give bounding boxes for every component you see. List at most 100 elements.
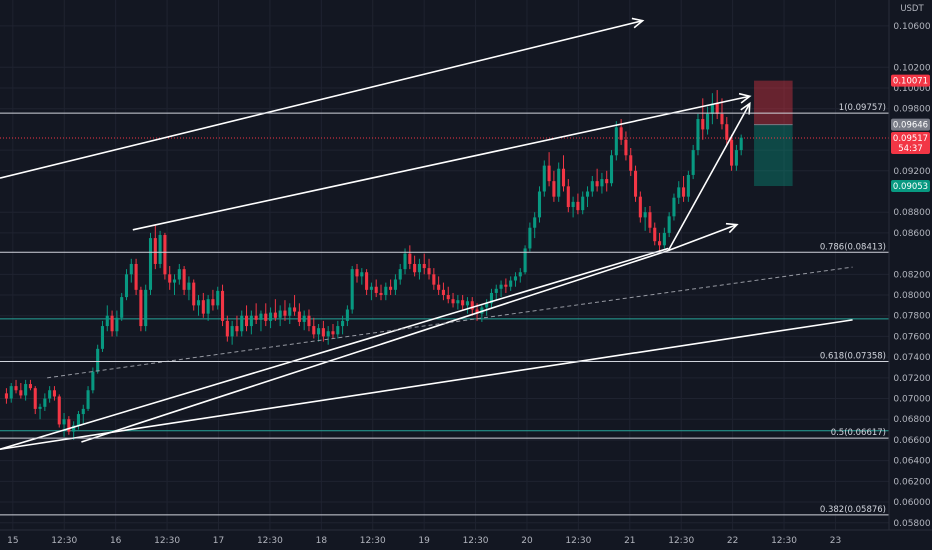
candle-body	[513, 276, 518, 281]
candle-body	[499, 284, 503, 289]
candle-body	[633, 170, 638, 197]
candle-body	[609, 155, 614, 184]
price-tick-label: 0.07800	[893, 312, 930, 322]
price-tick-label: 0.08000	[893, 291, 930, 301]
candle-body	[672, 197, 676, 217]
candle-body	[230, 326, 234, 337]
horizontal-lines	[0, 137, 889, 432]
candle-body	[662, 232, 666, 246]
trend-lines[interactable]	[0, 17, 853, 451]
price-tick-label: 0.06000	[893, 498, 930, 508]
candle-body	[542, 165, 546, 192]
candle-body	[461, 300, 465, 306]
price-tick-label: 0.07400	[893, 353, 930, 363]
candle-body	[91, 371, 95, 391]
candle-body	[686, 174, 690, 197]
candle-body	[350, 269, 354, 310]
candle-body	[725, 124, 729, 140]
time-tick-label: 18	[316, 536, 328, 546]
candle-body	[619, 127, 623, 140]
candle-body	[134, 263, 138, 290]
fib-level-label: 0.5(0.06617)	[831, 428, 886, 438]
time-tick-label: 17	[213, 536, 224, 546]
candle-body	[120, 297, 124, 318]
candle-body	[422, 263, 426, 269]
candle-body	[658, 241, 662, 246]
candle-body	[590, 181, 594, 192]
candle-body	[225, 320, 229, 337]
time-axis[interactable]: 15 12:30 16 12:30 17 12:30 18 12:30 19 12:30 20 12:…	[7, 536, 841, 546]
price-badge-label: 0.09646	[893, 121, 928, 131]
candle-body	[451, 299, 455, 304]
candle-body	[398, 269, 402, 280]
candle-body	[523, 248, 527, 273]
price-tick-label: 0.06200	[893, 477, 930, 487]
candle-body	[441, 289, 445, 296]
candle-body	[369, 286, 373, 290]
candle-body	[336, 326, 340, 335]
candle-body	[345, 309, 349, 321]
candle-body	[81, 408, 85, 415]
candle-body	[456, 300, 460, 304]
candle-body	[485, 303, 489, 308]
candle-body	[19, 390, 23, 396]
candle-body	[240, 315, 244, 332]
candle-body	[730, 139, 734, 166]
price-tick-label: 0.05800	[893, 519, 930, 529]
candle-body	[196, 300, 201, 306]
candle-body	[302, 315, 306, 322]
trend-line	[667, 103, 751, 251]
time-tick-label: 12:30	[463, 536, 489, 546]
candle-body	[249, 315, 253, 327]
candle-body	[384, 286, 388, 296]
candle-body	[465, 301, 469, 306]
candle-body	[504, 284, 508, 287]
candle-body	[643, 212, 647, 218]
candle-body	[43, 398, 47, 407]
currency-label: USDT	[900, 4, 924, 14]
candle-body	[437, 284, 441, 290]
trend-line	[668, 223, 738, 252]
candle-body	[427, 268, 431, 275]
price-tick-label: 0.07000	[893, 395, 930, 405]
price-tick-label: 0.07200	[893, 374, 930, 384]
candle-body	[62, 419, 66, 425]
candle-body	[585, 191, 590, 197]
candle-body	[701, 119, 705, 130]
candle-body	[148, 238, 153, 290]
fib-levels[interactable]: 1(0.09757) 0.786(0.08413) 0.618(0.07358) 0.…	[0, 103, 889, 516]
time-tick-label: 12:30	[257, 536, 283, 546]
trend-arrow-head	[738, 92, 752, 104]
candle-body	[682, 187, 686, 197]
position-tool[interactable]	[754, 80, 793, 187]
candle-body	[677, 187, 681, 198]
candle-body	[393, 279, 397, 290]
candle-body	[557, 168, 561, 197]
price-badge	[891, 118, 930, 131]
candle-body	[403, 253, 407, 270]
price-tick-label: 0.08200	[893, 270, 930, 280]
candle-body	[648, 212, 652, 228]
candle-body	[211, 299, 215, 306]
candle-body	[9, 386, 13, 399]
candle-body	[124, 274, 129, 298]
candle-body	[317, 328, 321, 335]
candle-body	[653, 227, 657, 242]
trend-arrow-head	[740, 101, 751, 115]
time-tick-label: 22	[727, 536, 738, 546]
price-tick-label: 0.10200	[893, 63, 930, 73]
candle-body	[321, 328, 325, 337]
price-axis[interactable]: 0.106000.102000.100000.098000.094000.092…	[893, 22, 930, 529]
candle-body	[432, 274, 436, 285]
candle-body	[355, 269, 359, 277]
fib-level-label: 0.786(0.08413)	[820, 242, 886, 252]
candle-body	[341, 320, 345, 327]
candle-body	[537, 191, 542, 218]
time-tick-label: 12:30	[360, 536, 386, 546]
candle-body	[389, 286, 393, 290]
candle-body	[187, 282, 191, 290]
price-badge-label: 0.09053	[893, 182, 928, 192]
candle-body	[475, 309, 479, 314]
candle-body	[288, 307, 292, 316]
